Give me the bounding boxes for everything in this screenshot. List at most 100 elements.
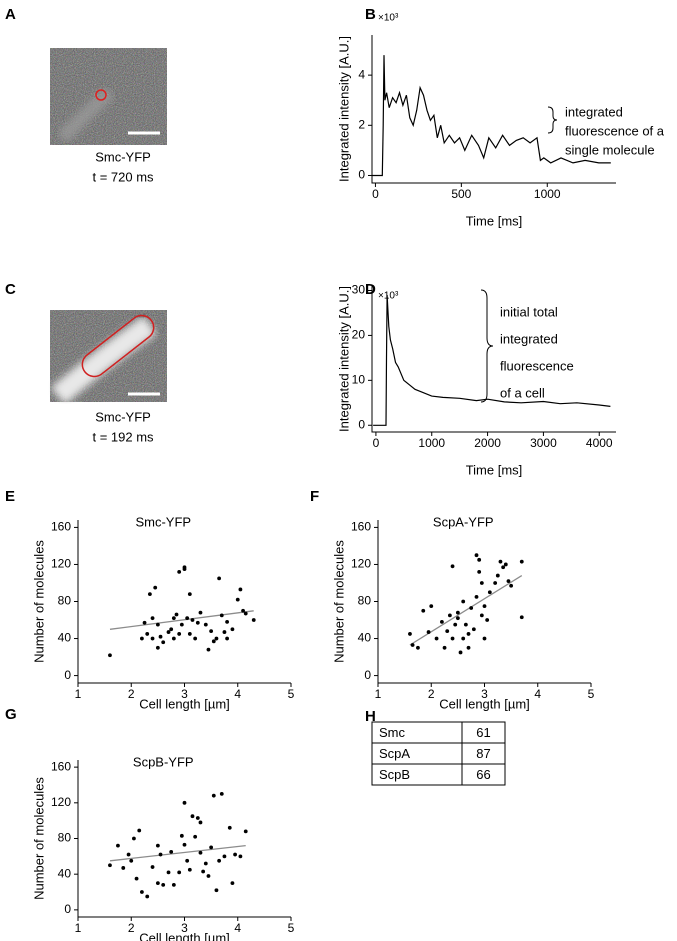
point	[466, 632, 471, 636]
point	[214, 888, 219, 893]
point	[132, 836, 136, 841]
panel-label: F	[310, 488, 319, 505]
table-text: Smc	[379, 725, 406, 740]
table-text: 61	[476, 725, 490, 740]
point	[214, 636, 219, 641]
point	[217, 576, 222, 581]
x-tick-label: 5	[288, 921, 295, 935]
y-tick-label: 30	[352, 283, 366, 297]
chart-title: Smc-YFP	[135, 514, 191, 529]
point	[166, 870, 171, 875]
point	[421, 608, 426, 613]
chart-title: ScpA-YFP	[433, 514, 494, 529]
point	[461, 636, 466, 641]
y-tick-label: 0	[64, 668, 71, 682]
point	[474, 553, 479, 558]
x-axis-label: Cell length [µm]	[139, 930, 230, 941]
trace	[372, 55, 611, 177]
axes	[77, 760, 291, 918]
x-axis-label: Cell length [µm]	[439, 696, 530, 711]
point	[222, 854, 227, 859]
point	[429, 604, 434, 609]
point	[455, 610, 460, 615]
point	[201, 869, 206, 874]
x-tick-label: 0	[373, 436, 380, 450]
point	[158, 634, 163, 639]
point	[447, 613, 452, 618]
trace	[373, 294, 611, 426]
point	[108, 863, 112, 868]
point	[206, 874, 211, 878]
point	[187, 867, 192, 872]
point	[474, 594, 479, 599]
y-tick-label: 80	[358, 594, 372, 608]
annotation: integrated	[565, 104, 623, 119]
x-tick-label: 4	[234, 921, 241, 935]
point	[453, 622, 458, 627]
point	[219, 613, 224, 618]
point	[150, 865, 155, 869]
y-axis-label: Integrated intensity [A.U.]	[336, 286, 351, 432]
x-tick-label: 5	[588, 687, 595, 701]
point	[225, 619, 230, 624]
point	[177, 870, 182, 875]
panel-label: H	[365, 708, 376, 725]
point	[251, 618, 256, 622]
point	[458, 650, 463, 655]
point	[198, 850, 203, 855]
point	[440, 619, 444, 624]
annotation: fluorescence	[500, 358, 574, 373]
point	[150, 616, 155, 621]
point	[198, 610, 203, 615]
point	[463, 622, 468, 627]
x-tick-label: 1000	[418, 436, 445, 450]
y-tick-label: 40	[58, 866, 72, 880]
panel-label: C	[5, 281, 16, 298]
point	[195, 816, 200, 820]
point	[179, 833, 184, 838]
point	[203, 861, 208, 866]
point	[211, 793, 216, 798]
y-multiplier: ×10³	[378, 13, 399, 24]
point	[219, 791, 224, 796]
point	[171, 882, 176, 887]
x-tick-label: 2	[428, 687, 435, 701]
point	[185, 616, 190, 621]
x-tick-label: 0	[372, 187, 379, 201]
axes	[77, 520, 291, 684]
annotation: integrated	[500, 331, 558, 346]
point	[450, 636, 455, 641]
point	[193, 834, 198, 839]
point	[161, 640, 166, 645]
y-tick-label: 80	[58, 831, 72, 845]
y-axis-label: Number of molecules	[31, 777, 46, 900]
point	[161, 882, 166, 887]
point	[182, 567, 187, 571]
annotation: of a cell	[500, 385, 545, 400]
point	[155, 645, 160, 650]
x-tick-label: 2000	[474, 436, 501, 450]
panel-label: A	[5, 6, 16, 23]
x-tick-label: 1	[75, 921, 82, 935]
y-tick-label: 120	[51, 795, 71, 809]
point	[485, 618, 490, 622]
point	[209, 629, 214, 634]
point	[169, 627, 174, 632]
point	[169, 849, 174, 854]
annotation: initial total	[500, 304, 558, 319]
point	[198, 820, 203, 825]
point	[140, 890, 144, 894]
point	[227, 825, 232, 830]
x-tick-label: 4	[534, 687, 541, 701]
point	[498, 559, 503, 564]
point	[519, 615, 524, 620]
table-text: ScpB	[379, 767, 410, 782]
y-tick-label: 120	[51, 557, 71, 571]
x-axis-label: Cell length [µm]	[139, 696, 230, 711]
point	[116, 843, 120, 848]
point	[177, 569, 182, 574]
fit-line	[109, 844, 246, 862]
point	[241, 608, 245, 613]
point	[142, 620, 147, 625]
